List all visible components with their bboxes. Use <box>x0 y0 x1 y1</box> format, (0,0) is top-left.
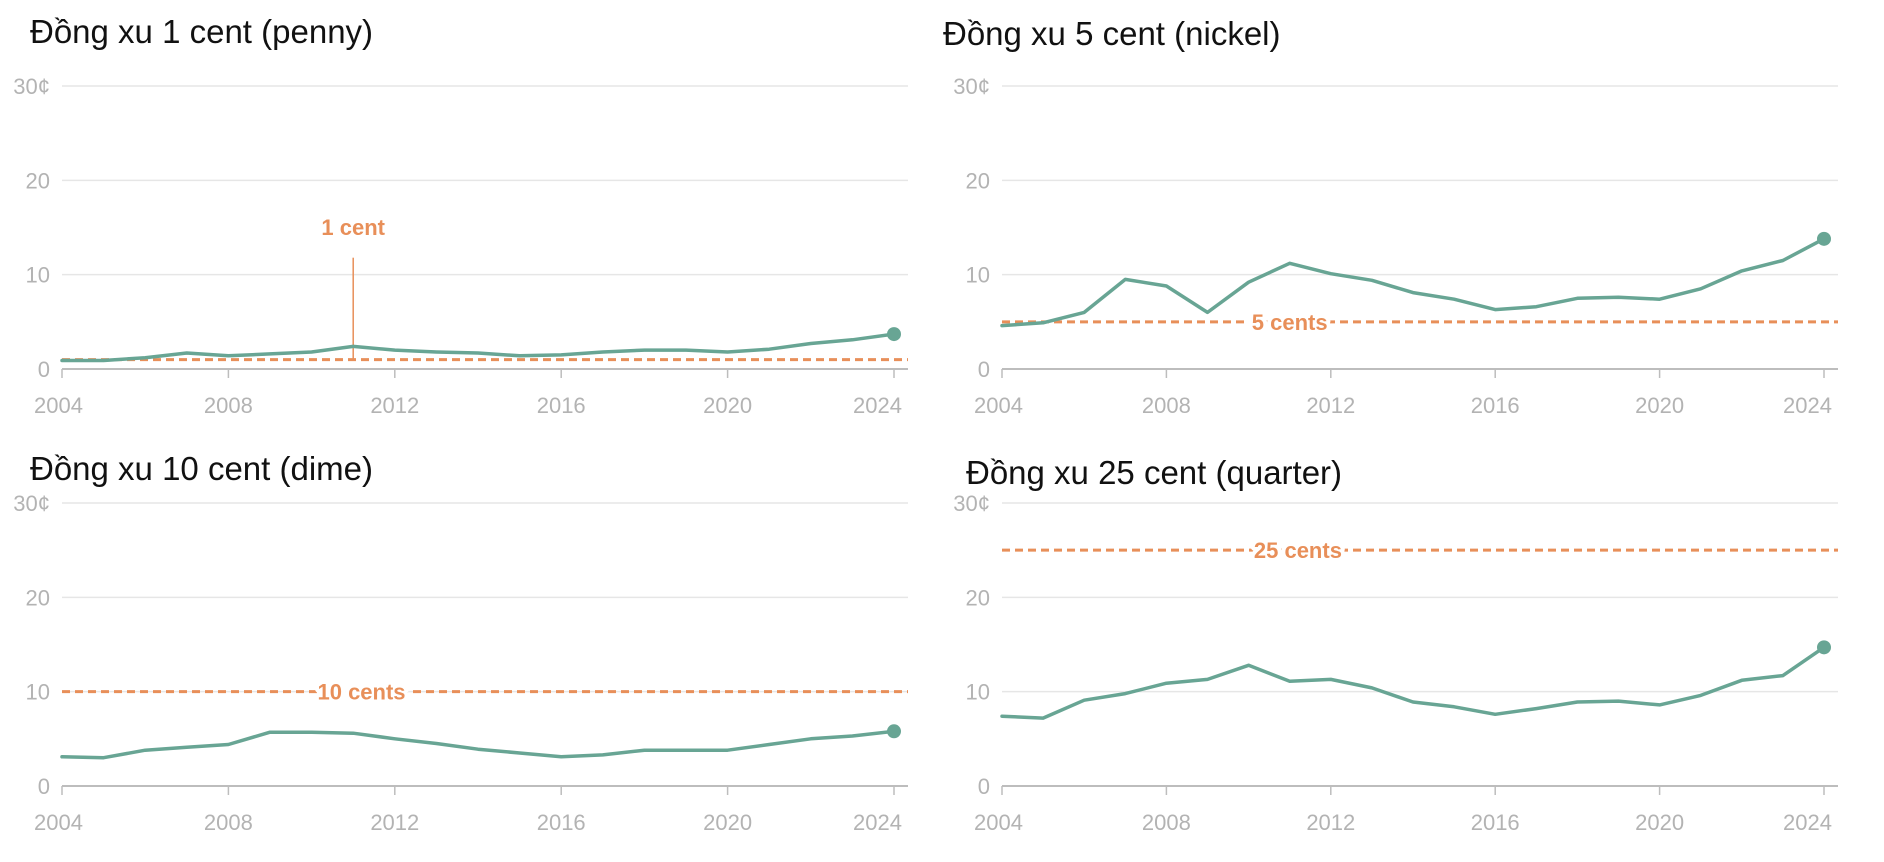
x-tick-label: 2004 <box>34 393 83 418</box>
endpoint-marker <box>887 724 901 739</box>
dime-chart-panel: Đồng xu 10 cent (dime) 30¢ 20 10 0 2004 2008 2… <box>13 450 908 835</box>
chart-title-nickel: Đồng xu 5 cent (nickel) <box>943 15 1281 52</box>
y-tick-label: 20 <box>966 168 990 193</box>
face-value-label: 10 cents <box>317 680 405 705</box>
chart-title-dime: Đồng xu 10 cent (dime) <box>30 450 373 487</box>
y-tick-label: 10 <box>966 680 990 705</box>
x-tick-label: 2012 <box>370 810 419 835</box>
x-tick-label: 2016 <box>1471 810 1520 835</box>
cost-series-line-nickel <box>1000 237 1826 328</box>
x-tick-label: 2012 <box>1306 810 1355 835</box>
y-tick-label: 10 <box>966 263 990 288</box>
x-tick-label: 2020 <box>703 810 752 835</box>
y-tick-label: 20 <box>26 585 50 610</box>
x-tick-label: 2016 <box>537 810 586 835</box>
face-value-label: 25 cents <box>1254 538 1342 563</box>
x-tick-label: 2024 <box>1783 393 1832 418</box>
x-tick-label: 2016 <box>537 393 586 418</box>
x-tick-label: 2020 <box>1635 810 1684 835</box>
x-tick-label: 2004 <box>34 810 83 835</box>
y-tick-label: 0 <box>978 774 990 799</box>
cost-series-line-penny <box>60 332 896 363</box>
y-tick-label: 30¢ <box>13 491 50 516</box>
cost-series-line-dime <box>60 729 896 760</box>
x-tick-label: 2012 <box>370 393 419 418</box>
face-value-label: 5 cents <box>1252 310 1328 335</box>
x-tick-label: 2020 <box>703 393 752 418</box>
y-tick-label: 20 <box>966 585 990 610</box>
x-tick-label: 2012 <box>1306 393 1355 418</box>
x-tick-label: 2004 <box>974 393 1023 418</box>
y-tick-label: 30¢ <box>953 74 990 99</box>
cost-series-line-quarter <box>1000 645 1826 720</box>
face-value-label: 1 cent <box>321 215 385 240</box>
quarter-chart-panel: Đồng xu 25 cent (quarter) 30¢ 20 10 0 2004 20… <box>953 454 1838 835</box>
chart-title-penny: Đồng xu 1 cent (penny) <box>30 13 373 50</box>
y-tick-label: 0 <box>978 357 990 382</box>
endpoint-marker <box>1817 231 1831 246</box>
endpoint-marker <box>887 327 901 342</box>
x-tick-label: 2016 <box>1471 393 1520 418</box>
x-tick-label: 2008 <box>1142 393 1191 418</box>
x-tick-label: 2008 <box>204 810 253 835</box>
x-tick-label: 2020 <box>1635 393 1684 418</box>
endpoint-marker <box>1817 640 1831 655</box>
x-tick-label: 2024 <box>853 393 902 418</box>
y-tick-label: 0 <box>38 357 50 382</box>
y-tick-label: 10 <box>26 263 50 288</box>
y-tick-label: 10 <box>26 680 50 705</box>
y-tick-label: 0 <box>38 774 50 799</box>
penny-chart-panel: Đồng xu 1 cent (penny) 30¢ 20 10 0 2004 2008 2… <box>13 13 908 418</box>
x-tick-label: 2024 <box>1783 810 1832 835</box>
x-tick-label: 2008 <box>1142 810 1191 835</box>
chart-title-quarter: Đồng xu 25 cent (quarter) <box>966 454 1342 491</box>
y-tick-label: 30¢ <box>13 74 50 99</box>
x-tick-label: 2024 <box>853 810 902 835</box>
nickel-chart-panel: Đồng xu 5 cent (nickel) 30¢ 20 10 0 2004 2008… <box>943 15 1838 418</box>
x-tick-label: 2004 <box>974 810 1023 835</box>
y-tick-label: 30¢ <box>953 491 990 516</box>
y-tick-label: 20 <box>26 168 50 193</box>
x-tick-label: 2008 <box>204 393 253 418</box>
